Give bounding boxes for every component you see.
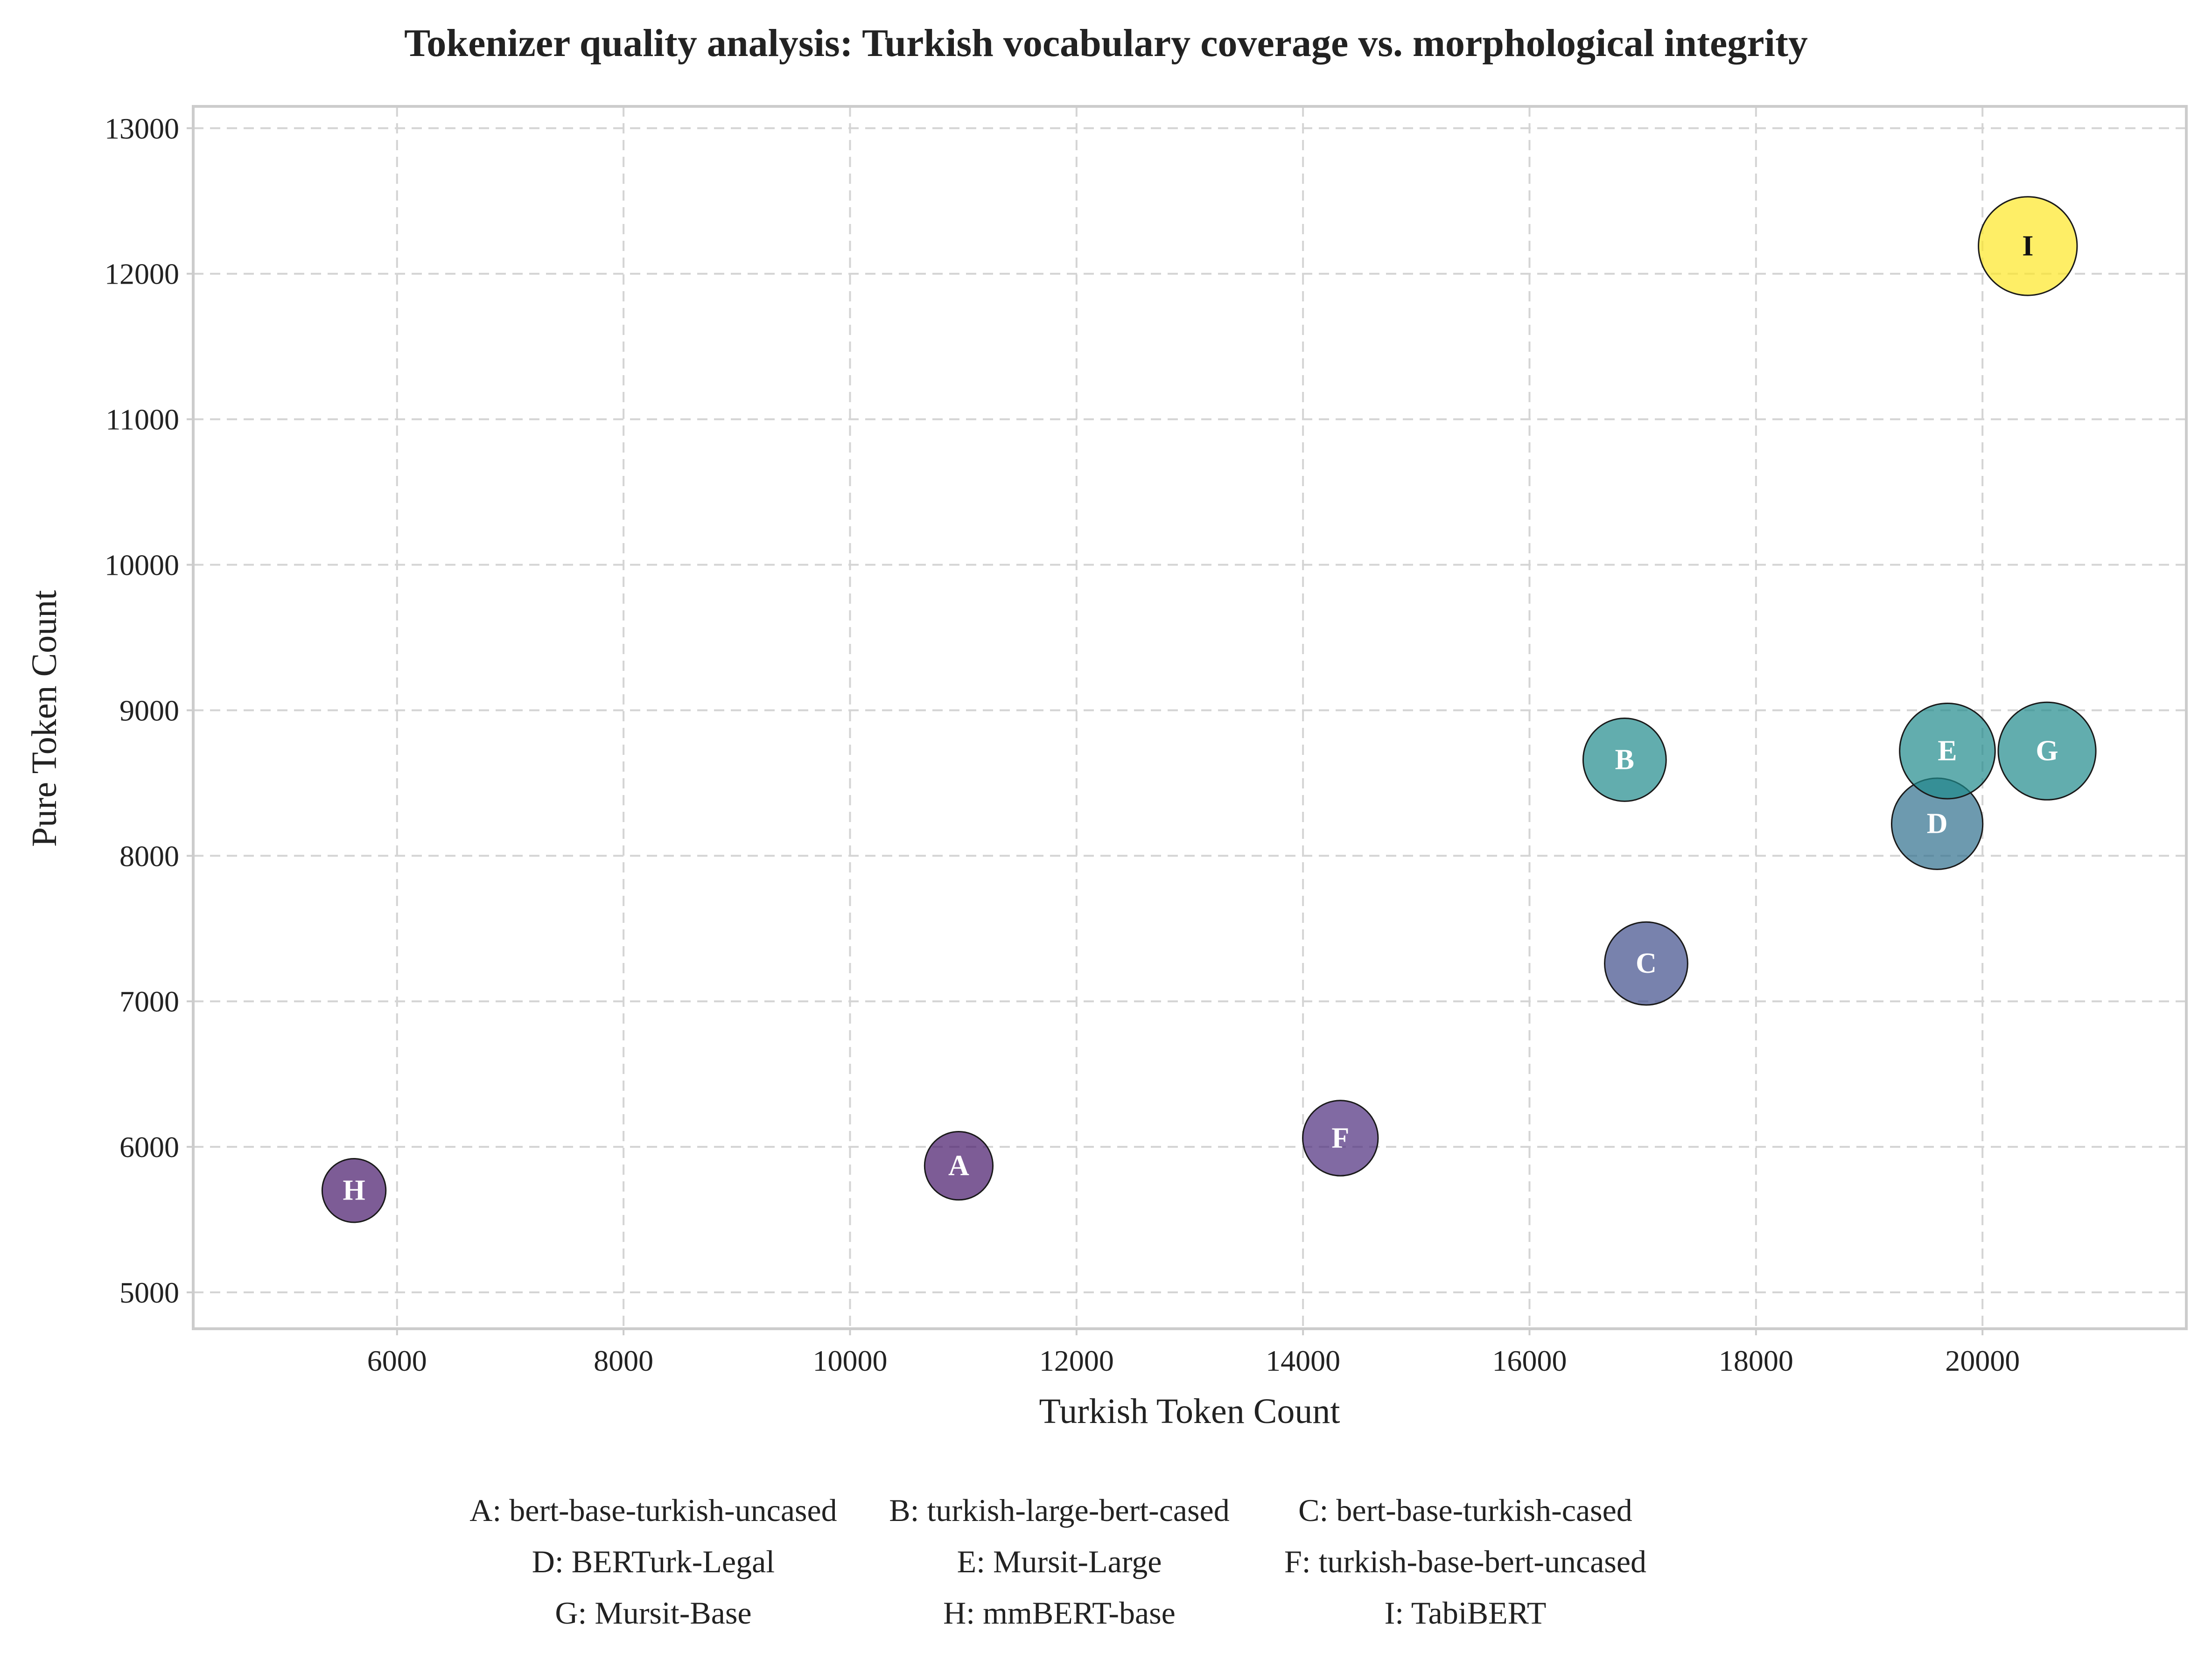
data-point-a: A [924,1131,994,1201]
legend-entry: H: mmBERT-base [943,1595,1176,1631]
bubble [321,1158,387,1223]
x-tick-label: 8000 [594,1344,653,1377]
y-tick-label: 9000 [119,694,179,727]
bubble [1899,702,1996,800]
data-point-i: I [1978,196,2078,296]
grid [193,106,2186,1329]
bubble [1997,701,2097,801]
bubble [1978,196,2078,296]
data-point-h: H [321,1158,387,1223]
data-point-f: F [1302,1100,1379,1177]
bubble-label: G [2036,735,2058,767]
y-tick-label: 11000 [105,403,179,436]
x-tick-label: 6000 [367,1344,427,1377]
bubble-label: A [948,1150,969,1182]
y-axis-label: Pure Token Count [25,590,64,847]
chart-title: Tokenizer quality analysis: Turkish voca… [404,21,1808,65]
bubble [1582,718,1667,802]
plot-area [192,105,2188,1330]
x-tick-label: 20000 [1945,1344,2020,1377]
bubble-label: D [1927,808,1948,840]
bubble-label: C [1636,948,1657,979]
y-tick-label: 10000 [105,549,179,582]
legend-entry: G: Mursit-Base [555,1595,751,1631]
bubble [924,1131,994,1201]
legend-entry: F: turkish-base-bert-uncased [1284,1544,1646,1579]
bubble-label: F [1331,1122,1349,1154]
data-point-g: G [1997,701,2097,801]
bubble-label: I [2022,230,2033,262]
data-point-c: C [1604,921,1688,1006]
legend-entry: B: turkish-large-bert-cased [889,1493,1229,1528]
y-tick-label: 13000 [105,112,179,145]
x-tick-label: 16000 [1492,1344,1567,1377]
y-tick-label: 7000 [119,985,179,1018]
bubble-label: B [1615,744,1634,775]
data-point-b: B [1582,718,1667,802]
x-tick-label: 14000 [1266,1344,1340,1377]
legend: A: bert-base-turkish-uncased B: turkish-l… [469,1493,1646,1631]
y-axis-ticks: 5000 6000 7000 8000 9000 10000 11000 12000 13000 [105,112,193,1309]
legend-entry: I: TabiBERT [1385,1595,1547,1631]
legend-entry: A: bert-base-turkish-uncased [469,1493,837,1528]
data-points: H A F C B D E G I [321,196,2097,1223]
x-axis-label: Turkish Token Count [1039,1392,1340,1431]
x-tick-label: 12000 [1039,1344,1114,1377]
data-point-e: E [1899,702,1996,800]
legend-entry: C: bert-base-turkish-cased [1298,1493,1632,1528]
y-tick-label: 8000 [119,839,179,872]
x-tick-label: 10000 [812,1344,887,1377]
x-tick-label: 18000 [1719,1344,1793,1377]
y-tick-label: 6000 [119,1130,179,1164]
x-axis-ticks: 6000 8000 10000 12000 14000 16000 18000 20000 [367,1329,2020,1377]
bubble-label: H [343,1175,365,1207]
legend-entry: E: Mursit-Large [957,1544,1162,1579]
y-tick-label: 5000 [119,1276,179,1309]
y-tick-label: 12000 [105,258,179,291]
bubble [1604,921,1688,1006]
legend-entry: D: BERTurk-Legal [532,1544,775,1579]
bubble [1302,1100,1379,1177]
bubble-label: E [1938,735,1957,767]
data-point-d: D [1890,777,1984,870]
